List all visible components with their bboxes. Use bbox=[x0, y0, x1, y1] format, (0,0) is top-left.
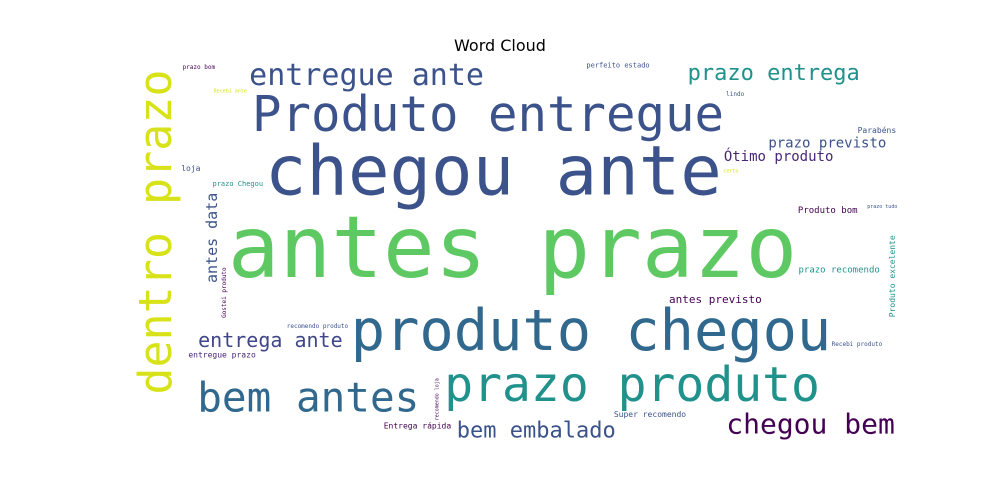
word-cloud-word: Entrega rápida bbox=[384, 422, 452, 431]
word-cloud-word: recomendo loja bbox=[435, 378, 441, 420]
word-cloud-word: Produto bom bbox=[798, 206, 858, 216]
word-cloud-word: Super recomendo bbox=[614, 410, 686, 419]
word-cloud-word: prazo previsto bbox=[768, 135, 886, 151]
word-cloud-word: antes prazo bbox=[228, 198, 798, 298]
word-cloud-word: entregue ante bbox=[249, 60, 484, 93]
word-cloud-word: antes previsto bbox=[669, 293, 762, 306]
word-cloud-word: prazo bom bbox=[183, 64, 216, 71]
word-cloud-word: Ótimo produto bbox=[724, 147, 834, 165]
word-cloud-word: bem embalado bbox=[457, 419, 616, 444]
word-cloud-word: Produto entregue bbox=[252, 86, 724, 143]
word-cloud-word: Recebi ante bbox=[214, 89, 247, 95]
word-cloud-word: loja bbox=[181, 164, 200, 173]
word-cloud-word: lindo bbox=[726, 91, 744, 98]
word-cloud-word: chegou ante bbox=[265, 131, 722, 211]
word-cloud-word: chegou bem bbox=[726, 408, 895, 441]
word-cloud-word: prazo recomendo bbox=[799, 265, 880, 275]
word-cloud-word: prazo entrega bbox=[688, 61, 860, 86]
word-cloud-word: entregue prazo bbox=[188, 350, 256, 359]
word-cloud-area: antes prazo chegou ante produto chegou Prod… bbox=[125, 60, 900, 445]
word-cloud-word: Gostei produto bbox=[221, 267, 228, 318]
word-cloud-word: recomendo produto bbox=[287, 323, 349, 330]
word-cloud-word: perfeito estado bbox=[586, 61, 649, 69]
word-cloud-word: prazo Chegou bbox=[212, 180, 263, 188]
word-cloud-word: certo bbox=[723, 169, 738, 175]
word-cloud-word: bem antes bbox=[197, 374, 419, 422]
word-cloud-word: Recebi produto bbox=[832, 341, 883, 348]
word-cloud-word: prazo produto bbox=[444, 357, 820, 413]
word-cloud-word: dentro prazo bbox=[129, 70, 182, 395]
chart-title: Word Cloud bbox=[454, 36, 546, 55]
word-cloud-word: Produto excelente bbox=[888, 235, 897, 317]
word-cloud-word: antes data bbox=[203, 193, 221, 283]
word-cloud-word: Parabéns bbox=[858, 125, 897, 135]
word-cloud-word: prazo tudo bbox=[867, 204, 897, 210]
word-cloud-word: produto chegou bbox=[351, 298, 831, 364]
word-cloud-word: entrega ante bbox=[198, 328, 343, 352]
